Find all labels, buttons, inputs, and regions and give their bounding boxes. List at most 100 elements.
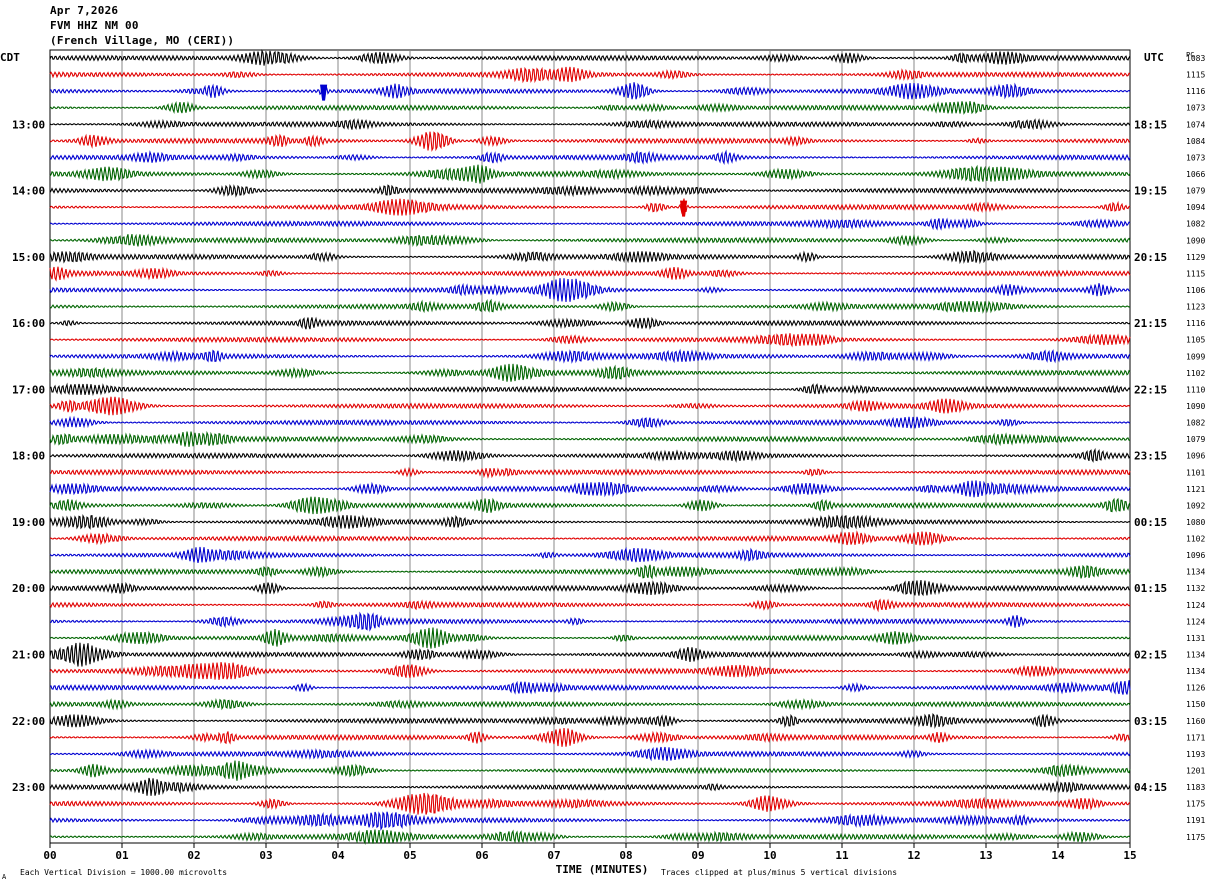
utc-hour-label: 00:15 — [1134, 516, 1167, 529]
x-tick-label: 11 — [835, 849, 849, 862]
trace-pc-value: 1080 — [1186, 518, 1205, 527]
cdt-hour-label: 19:00 — [12, 516, 45, 529]
trace-pc-value: 1132 — [1186, 584, 1205, 593]
seismic-trace — [49, 298, 1131, 314]
seismic-trace — [49, 333, 1131, 348]
trace-pc-value: 1066 — [1186, 170, 1205, 179]
seismic-trace — [49, 530, 1131, 546]
trace-pc-value: 1101 — [1186, 468, 1205, 477]
seismic-trace — [49, 811, 1131, 831]
seismic-trace — [49, 514, 1131, 530]
seismic-trace — [49, 792, 1131, 815]
cdt-axis-label: CDT — [0, 51, 20, 64]
seismic-trace — [49, 82, 1131, 101]
cdt-hour-label: 18:00 — [12, 450, 45, 463]
seismic-trace — [49, 131, 1131, 152]
seismic-trace — [49, 598, 1131, 613]
trace-pc-value: 1115 — [1186, 269, 1205, 278]
seismic-trace — [49, 627, 1131, 649]
trace-pc-value: 1171 — [1186, 733, 1205, 742]
trace-pc-value: 1191 — [1186, 816, 1205, 825]
seismic-trace — [49, 580, 1131, 597]
seismic-trace — [49, 266, 1131, 282]
trace-pc-value: 1082 — [1186, 419, 1205, 428]
trace-pc-value: 1079 — [1186, 187, 1205, 196]
trace-pc-value: 1096 — [1186, 551, 1205, 560]
x-tick-label: 14 — [1051, 849, 1065, 862]
seismic-trace — [49, 348, 1131, 364]
seismic-trace — [49, 217, 1131, 231]
trace-pc-value: 1096 — [1186, 452, 1205, 461]
x-tick-label: 12 — [907, 849, 920, 862]
trace-pc-value: 1102 — [1186, 369, 1205, 378]
seismic-trace — [49, 430, 1131, 447]
seismic-trace — [49, 316, 1131, 330]
trace-pc-value: 1106 — [1186, 286, 1205, 295]
cdt-hour-label: 17:00 — [12, 383, 45, 396]
x-tick-label: 08 — [619, 849, 632, 862]
utc-hour-label: 21:15 — [1134, 317, 1167, 330]
header-date: Apr 7,2026 — [50, 4, 119, 17]
footer-clip-note: Traces clipped at plus/minus 5 vertical … — [661, 868, 897, 877]
plot-frame — [49, 49, 1131, 844]
trace-pc-value: 1131 — [1186, 634, 1205, 643]
seismic-trace — [49, 198, 1131, 216]
trace-pc-value: 1124 — [1186, 601, 1205, 610]
seismic-trace — [49, 466, 1131, 479]
utc-hour-label: 01:15 — [1134, 582, 1167, 595]
trace-pc-value: 1099 — [1186, 352, 1205, 361]
seismic-trace — [49, 496, 1131, 515]
seismic-trace — [49, 100, 1131, 115]
trace-pc-value: 1092 — [1186, 501, 1205, 510]
seismic-trace — [49, 164, 1131, 184]
trace-pc-value: 1175 — [1186, 833, 1205, 842]
event-marker — [320, 84, 328, 101]
trace-pc-value: 1079 — [1186, 435, 1205, 444]
cdt-hour-label: 15:00 — [12, 251, 45, 264]
x-tick-label: 00 — [43, 849, 56, 862]
seismic-trace — [49, 713, 1131, 729]
trace-pc-value: 1116 — [1186, 87, 1205, 96]
utc-hour-label: 19:15 — [1134, 185, 1167, 198]
pc-axis-label: PC — [1186, 51, 1194, 59]
x-tick-label: 04 — [331, 849, 345, 862]
seismic-trace — [49, 396, 1131, 416]
seismic-trace — [49, 777, 1131, 796]
x-tick-label: 13 — [979, 849, 992, 862]
trace-pc-value: 1150 — [1186, 700, 1205, 709]
trace-pc-value: 1084 — [1186, 137, 1205, 146]
seismic-trace — [49, 564, 1131, 580]
seismic-trace — [49, 642, 1131, 667]
x-tick-label: 02 — [187, 849, 200, 862]
x-tick-label: 01 — [115, 849, 129, 862]
trace-pc-value: 1175 — [1186, 800, 1205, 809]
trace-pc-value: 1124 — [1186, 617, 1205, 626]
trace-pc-value: 1193 — [1186, 750, 1205, 759]
x-tick-label: 15 — [1123, 849, 1136, 862]
header-station: FVM HHZ NM 00 — [50, 19, 139, 32]
trace-pc-value: 1110 — [1186, 385, 1205, 394]
seismic-trace — [49, 117, 1131, 131]
x-tick-label: 03 — [259, 849, 272, 862]
utc-hour-label: 22:15 — [1134, 383, 1167, 396]
seismic-trace — [49, 233, 1131, 248]
utc-hour-label: 03:15 — [1134, 715, 1167, 728]
cdt-hour-label: 14:00 — [12, 185, 45, 198]
trace-pc-value: 1115 — [1186, 71, 1205, 80]
cdt-hour-label: 20:00 — [12, 582, 45, 595]
utc-hour-label: 20:15 — [1134, 251, 1167, 264]
trace-pc-value: 1116 — [1186, 319, 1205, 328]
x-tick-label: 06 — [475, 849, 489, 862]
trace-pc-value: 1082 — [1186, 220, 1205, 229]
x-tick-label: 07 — [547, 849, 560, 862]
seismic-trace — [49, 66, 1131, 84]
x-axis-title: TIME (MINUTES) — [556, 863, 649, 876]
utc-hour-label: 18:15 — [1134, 118, 1167, 131]
trace-pc-value: 1129 — [1186, 253, 1205, 262]
seismic-trace — [49, 183, 1131, 198]
cdt-hour-label: 22:00 — [12, 715, 45, 728]
utc-axis-label: UTC — [1144, 51, 1164, 64]
seismic-trace — [49, 480, 1131, 498]
seismic-trace — [49, 760, 1131, 781]
